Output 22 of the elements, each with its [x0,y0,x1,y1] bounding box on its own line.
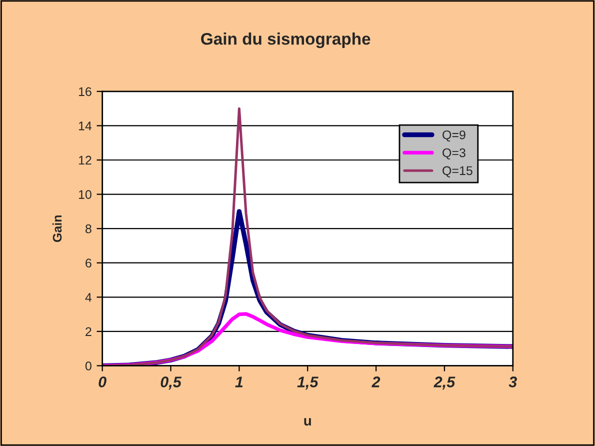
y-tick-label: 6 [86,258,92,268]
x-tick-label: 3 [508,376,517,388]
legend-label: Q=15 [442,166,472,178]
y-tick-label: 10 [78,190,92,199]
x-tick-label: 1,5 [297,376,318,390]
legend-label: Q=9 [442,130,466,142]
x-axis-title: u [304,418,311,426]
y-tick-label: 14 [78,122,92,130]
y-tick-label: 0 [85,362,92,370]
y-tick-label: 12 [78,156,92,165]
y-tick-label: 4 [85,293,92,302]
x-tick-label: 2,5 [434,376,456,390]
y-tick-label: 16 [78,87,92,96]
y-tick-label: 8 [86,224,92,234]
x-tick-label: 1 [235,376,243,388]
x-tick-label: 0,5 [160,376,182,390]
y-tick-label: 2 [86,327,92,336]
y-axis-title: Gain [52,215,62,242]
chart-title: Gain du sismographe [201,32,370,48]
x-tick-label: 0 [98,376,106,388]
x-tick-label: 2 [372,376,380,388]
legend-label: Q=3 [442,148,466,160]
